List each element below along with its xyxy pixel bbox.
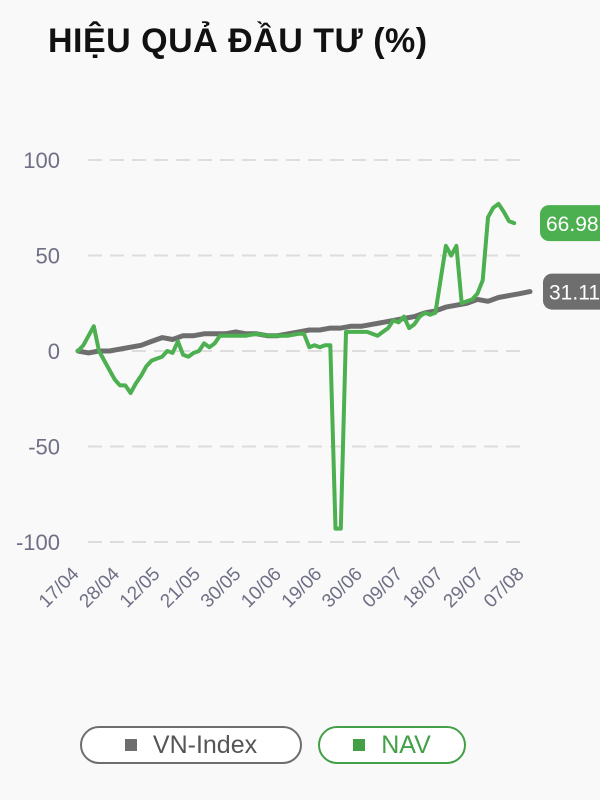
chart-legend: VN-Index NAV bbox=[0, 726, 600, 768]
nav-swatch-icon bbox=[353, 739, 366, 751]
performance-chart: 100 50 0 -50 -100 17/0428/0412/0521/0530/0510… bbox=[16, 148, 600, 612]
legend-label-vnindex: VN-Index bbox=[152, 730, 258, 759]
end-value-flag-bg bbox=[540, 205, 600, 242]
end-value-label: 31.11 bbox=[549, 282, 600, 305]
x-tick-label: 30/06 bbox=[318, 564, 366, 612]
end-value-label: 66.98 bbox=[546, 213, 599, 236]
end-value-flag-vnindex: 31.11 bbox=[543, 273, 600, 310]
x-tick-label: 19/06 bbox=[278, 564, 326, 612]
x-tick-label: 28/04 bbox=[76, 563, 125, 612]
legend-toggle-vnindex[interactable]: VN-Index bbox=[80, 726, 302, 764]
x-tick-label: 10/06 bbox=[237, 564, 285, 612]
y-tick-label: -50 bbox=[28, 435, 60, 460]
x-tick-label: 29/07 bbox=[440, 564, 488, 612]
x-tick-label: 18/07 bbox=[399, 564, 447, 612]
vnindex-swatch-icon bbox=[124, 739, 137, 751]
x-tick-label: 09/07 bbox=[359, 564, 407, 612]
legend-toggle-nav[interactable]: NAV bbox=[318, 726, 466, 764]
y-tick-label: 50 bbox=[36, 244, 60, 269]
x-tick-label: 21/05 bbox=[156, 564, 204, 612]
legend-label-nav: NAV bbox=[381, 730, 431, 759]
x-tick-label: 07/08 bbox=[480, 564, 528, 612]
y-tick-label: 100 bbox=[23, 148, 60, 173]
series-line-vnindex bbox=[75, 289, 533, 356]
x-tick-label: 30/05 bbox=[197, 564, 245, 612]
y-tick-label: 0 bbox=[48, 339, 60, 364]
y-tick-label: -100 bbox=[16, 530, 60, 555]
end-value-flag-bg bbox=[543, 273, 600, 310]
x-tick-label: 17/04 bbox=[35, 563, 84, 612]
end-value-flag-nav: 66.98 bbox=[540, 205, 600, 242]
x-tick-label: 12/05 bbox=[116, 564, 164, 612]
series-line-nav bbox=[76, 201, 517, 531]
chart-title: HIỆU QUẢ ĐẦU TƯ (%) bbox=[48, 22, 428, 60]
